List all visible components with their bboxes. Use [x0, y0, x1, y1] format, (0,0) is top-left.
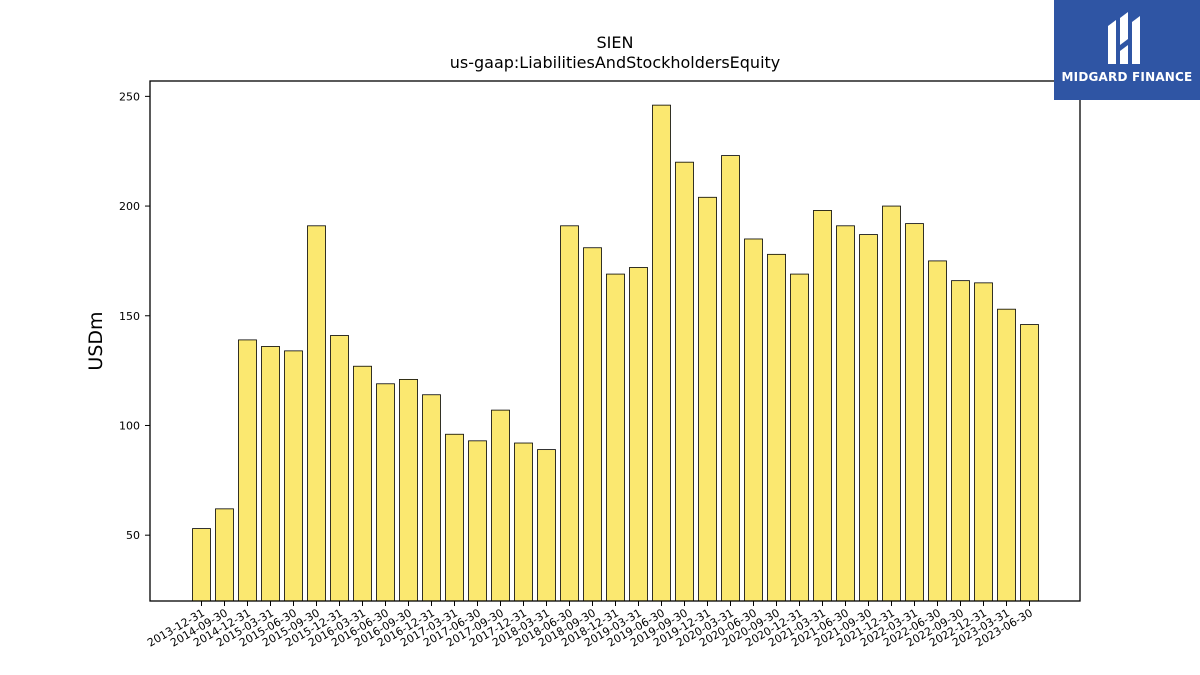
- bar: [422, 394, 441, 602]
- bar: [767, 253, 786, 602]
- bar: [905, 223, 924, 602]
- bar: [675, 161, 694, 602]
- bar: [445, 433, 464, 602]
- y-tick-label: 200: [119, 200, 140, 213]
- y-axis-label: USDm: [85, 311, 107, 370]
- bar: [353, 365, 372, 602]
- bar: [537, 449, 556, 602]
- bar: [859, 234, 878, 602]
- bar: [468, 440, 487, 602]
- bar: [652, 104, 671, 602]
- bar: [514, 442, 533, 602]
- chart-title: SIEN: [597, 33, 634, 52]
- bar: [974, 282, 993, 602]
- y-tick-label: 50: [126, 529, 140, 542]
- bar: [721, 155, 740, 602]
- bar: [997, 308, 1016, 602]
- bar: [192, 528, 211, 602]
- bar: [744, 238, 763, 602]
- company-logo: MIDGARD FINANCE: [1054, 0, 1200, 100]
- bar: [882, 205, 901, 602]
- logo-text: MIDGARD FINANCE: [1061, 70, 1193, 84]
- bar: [629, 267, 648, 602]
- y-tick-label: 100: [119, 419, 140, 432]
- y-tick-label: 250: [119, 90, 140, 103]
- bar: [698, 196, 717, 602]
- plot-frame: [149, 80, 1081, 602]
- bar: [813, 210, 832, 602]
- bar: [1020, 324, 1039, 602]
- bar: [951, 280, 970, 602]
- y-tick-label: 150: [119, 310, 140, 323]
- bar: [238, 339, 257, 602]
- bar: [491, 409, 510, 602]
- logo-mark-icon: [1108, 12, 1140, 64]
- bar: [606, 273, 625, 602]
- bar: [261, 346, 280, 602]
- chart-subtitle: us-gaap:LiabilitiesAndStockholdersEquity: [450, 53, 781, 72]
- bar: [928, 260, 947, 602]
- bar: [330, 335, 349, 602]
- bar: [583, 247, 602, 602]
- bar: [399, 378, 418, 602]
- bar: [215, 508, 234, 602]
- bar: [560, 225, 579, 602]
- bar: [284, 350, 303, 602]
- bar: [307, 225, 326, 602]
- bar: [790, 273, 809, 602]
- bar: [376, 383, 395, 602]
- bar: [836, 225, 855, 602]
